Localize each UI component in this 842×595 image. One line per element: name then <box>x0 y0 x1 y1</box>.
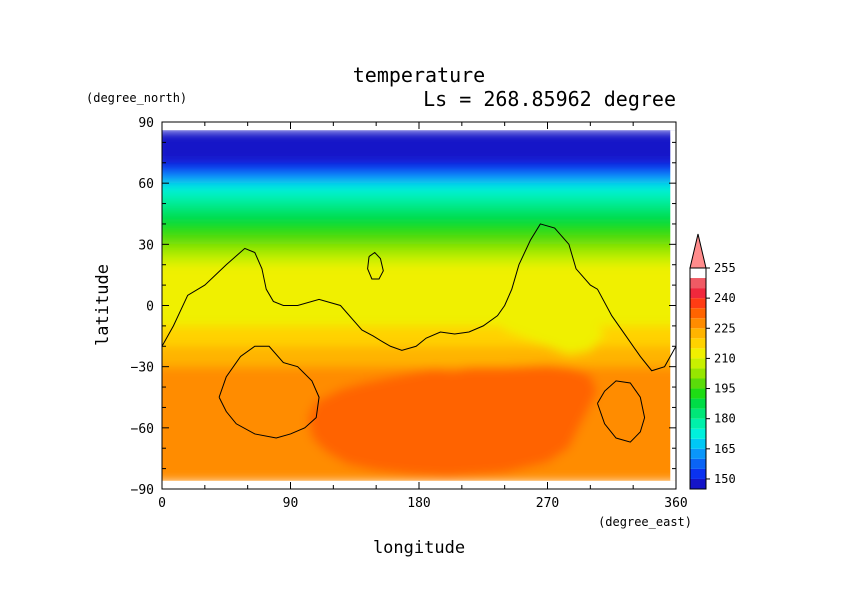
temperature-band <box>162 203 676 215</box>
contour-line <box>597 380 646 443</box>
x-tick-label: 180 <box>407 496 430 511</box>
temperature-band <box>162 234 676 246</box>
colorbar-segment <box>690 308 706 319</box>
temperature-band <box>162 213 676 225</box>
colorbar-segment <box>690 448 706 459</box>
temperature-band <box>162 130 676 154</box>
colorbar-segment <box>690 418 706 429</box>
x-tick-label: 0 <box>158 496 166 511</box>
temperature-band <box>162 244 676 256</box>
temperature-band <box>162 193 676 205</box>
temperature-band <box>162 162 676 174</box>
colorbar-segment <box>690 458 706 469</box>
colorbar-segment <box>690 288 706 299</box>
y-tick-label: 30 <box>138 238 154 253</box>
colorbar-segment <box>690 378 706 389</box>
colorbar-segment <box>690 358 706 369</box>
colorbar-segment <box>690 408 706 419</box>
colorbar-segment <box>690 428 706 439</box>
axis-ticks: 0 90 180 270 360 −90 −60 −30 0 30 60 90 <box>131 116 688 511</box>
colorbar-segment <box>690 368 706 379</box>
colorbar: 150 165 180 195 210 225 240 255 <box>689 233 736 490</box>
temperature-band <box>162 356 676 368</box>
temperature-band <box>162 468 676 482</box>
colorbar-segment <box>690 438 706 449</box>
y-tick-label: 0 <box>146 300 154 315</box>
temperature-band <box>162 315 676 327</box>
colorbar-segment <box>690 348 706 359</box>
y-tick-label: −90 <box>131 483 154 498</box>
temperature-band <box>162 325 676 338</box>
colorbar-tick-label: 180 <box>714 412 736 426</box>
y-tick-label: 60 <box>138 177 154 192</box>
x-tick-label: 270 <box>536 496 559 511</box>
colorbar-segment <box>690 478 706 489</box>
temperature-band <box>162 183 676 195</box>
colorbar-tick-label: 195 <box>714 382 736 396</box>
y-tick-label: −30 <box>131 361 154 376</box>
colorbar-segment <box>690 468 706 479</box>
colorbar-segment <box>690 398 706 409</box>
field-bands <box>162 130 676 482</box>
temperature-band <box>162 285 676 297</box>
y-axis-label: latitude <box>93 264 113 346</box>
colorbar-segment <box>690 298 706 309</box>
x-tick-label: 360 <box>664 496 687 511</box>
temperature-band <box>162 172 676 185</box>
colorbar-tick-label: 225 <box>714 321 736 335</box>
x-units-label: (degree_east) <box>598 515 692 529</box>
colorbar-extend-max <box>689 233 707 269</box>
temperature-band <box>162 264 676 276</box>
temperature-band <box>162 254 676 266</box>
x-axis-label: longitude <box>373 538 465 558</box>
y-tick-label: −60 <box>131 422 154 437</box>
temperature-field <box>162 122 676 489</box>
temperature-band <box>162 152 676 164</box>
temperature-band <box>162 295 676 307</box>
colorbar-tick-label: 240 <box>714 291 736 305</box>
temperature-band <box>162 223 676 236</box>
contour-lines <box>162 223 676 443</box>
contour-line <box>218 345 320 439</box>
y-tick-label: 90 <box>138 116 154 131</box>
temperature-band <box>162 346 676 358</box>
colorbar-tick-label: 210 <box>714 351 736 365</box>
colorbar-segment <box>690 318 706 329</box>
chart-subtitle: Ls = 268.85962 degree <box>423 87 676 111</box>
colorbar-segment <box>690 388 706 399</box>
colorbar-segment <box>690 328 706 339</box>
colorbar-frame <box>689 267 707 490</box>
temperature-band <box>162 336 676 348</box>
chart-title: temperature <box>353 63 485 87</box>
temperature-region <box>490 295 605 355</box>
contour-line <box>367 251 384 280</box>
temperature-region <box>307 364 598 477</box>
colorbar-tick-label: 165 <box>714 442 736 456</box>
temperature-band <box>162 305 676 317</box>
x-tick-label: 90 <box>283 496 299 511</box>
colorbar-tick-label: 255 <box>714 261 736 275</box>
colorbar-tick-label: 150 <box>714 472 736 486</box>
temperature-band <box>162 274 676 287</box>
colorbar-segment <box>690 338 706 349</box>
contour-line <box>162 223 676 372</box>
y-units-label: (degree_north) <box>86 91 187 105</box>
colorbar-segment <box>690 278 706 289</box>
